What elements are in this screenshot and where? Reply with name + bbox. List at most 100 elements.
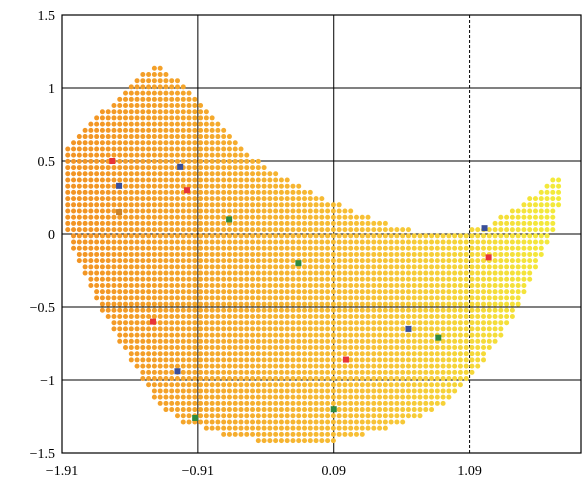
fill-dot bbox=[174, 307, 180, 313]
fill-dot bbox=[353, 413, 359, 419]
fill-dot bbox=[250, 158, 256, 164]
fill-dot bbox=[128, 251, 134, 257]
fill-dot bbox=[330, 382, 336, 388]
fill-dot bbox=[261, 220, 267, 226]
fill-dot bbox=[307, 363, 313, 369]
fill-dot bbox=[82, 227, 88, 233]
y-tick-labels: −1.5−1−0.500.511.5 bbox=[30, 9, 55, 462]
fill-dot bbox=[394, 282, 400, 288]
fill-dot bbox=[400, 264, 406, 270]
fill-dot bbox=[215, 158, 221, 164]
fill-dot bbox=[325, 413, 331, 419]
fill-dot bbox=[394, 239, 400, 245]
fill-dot bbox=[105, 307, 111, 313]
fill-dot bbox=[469, 270, 475, 276]
fill-dot bbox=[521, 227, 527, 233]
fill-dot bbox=[429, 382, 435, 388]
fill-dot bbox=[388, 258, 394, 264]
fill-dot bbox=[434, 400, 440, 406]
fill-dot bbox=[186, 134, 192, 140]
fill-dot bbox=[157, 369, 163, 375]
fill-dot bbox=[267, 388, 273, 394]
fill-dot bbox=[192, 183, 198, 189]
fill-dot bbox=[244, 301, 250, 307]
fill-dot bbox=[215, 152, 221, 158]
fill-dot bbox=[273, 326, 279, 332]
fill-dot bbox=[198, 196, 204, 202]
fill-dot bbox=[296, 394, 302, 400]
fill-dot bbox=[504, 264, 510, 270]
fill-dot bbox=[434, 276, 440, 282]
fill-dot bbox=[400, 227, 406, 233]
fill-dot bbox=[123, 326, 129, 332]
fill-dot bbox=[365, 276, 371, 282]
highlight-points bbox=[109, 158, 492, 421]
fill-dot bbox=[215, 301, 221, 307]
fill-dot bbox=[353, 419, 359, 425]
fill-dot bbox=[226, 419, 232, 425]
fill-dot bbox=[157, 103, 163, 109]
fill-dot bbox=[377, 301, 383, 307]
fill-dot bbox=[267, 313, 273, 319]
fill-dot bbox=[342, 413, 348, 419]
fill-dot bbox=[82, 239, 88, 245]
fill-dot bbox=[377, 369, 383, 375]
fill-dot bbox=[423, 264, 429, 270]
fill-dot bbox=[232, 369, 238, 375]
y-tick-label: −1 bbox=[40, 374, 55, 389]
fill-dot bbox=[198, 115, 204, 121]
fill-dot bbox=[180, 332, 186, 338]
fill-dot bbox=[221, 326, 227, 332]
fill-dot bbox=[250, 196, 256, 202]
fill-dot bbox=[186, 152, 192, 158]
fill-dot bbox=[423, 363, 429, 369]
fill-dot bbox=[203, 134, 209, 140]
fill-dot bbox=[359, 326, 365, 332]
fill-dot bbox=[550, 202, 556, 208]
data-point bbox=[481, 225, 488, 232]
fill-dot bbox=[434, 307, 440, 313]
fill-dot bbox=[417, 388, 423, 394]
fill-dot bbox=[267, 369, 273, 375]
fill-dot bbox=[180, 282, 186, 288]
fill-dot bbox=[94, 121, 100, 127]
fill-dot bbox=[336, 376, 342, 382]
fill-dot bbox=[382, 227, 388, 233]
fill-dot bbox=[481, 239, 487, 245]
fill-dot bbox=[71, 245, 77, 251]
fill-dot bbox=[163, 270, 169, 276]
fill-dot bbox=[342, 289, 348, 295]
fill-dot bbox=[302, 245, 308, 251]
fill-dot bbox=[163, 264, 169, 270]
fill-dot bbox=[94, 208, 100, 214]
fill-dot bbox=[128, 103, 134, 109]
fill-dot bbox=[411, 332, 417, 338]
fill-dot bbox=[250, 239, 256, 245]
fill-dot bbox=[446, 369, 452, 375]
fill-dot bbox=[192, 109, 198, 115]
fill-dot bbox=[371, 289, 377, 295]
fill-dot bbox=[371, 239, 377, 245]
fill-dot bbox=[319, 320, 325, 326]
fill-dot bbox=[457, 276, 463, 282]
fill-dot bbox=[180, 326, 186, 332]
fill-dot bbox=[261, 264, 267, 270]
fill-dot bbox=[146, 326, 152, 332]
fill-dot bbox=[417, 394, 423, 400]
fill-dot bbox=[394, 295, 400, 301]
fill-dot bbox=[99, 202, 105, 208]
fill-dot bbox=[250, 413, 256, 419]
fill-dot bbox=[313, 394, 319, 400]
fill-dot bbox=[313, 345, 319, 351]
fill-dot bbox=[88, 270, 94, 276]
fill-dot bbox=[481, 295, 487, 301]
fill-dot bbox=[88, 245, 94, 251]
fill-dot bbox=[371, 351, 377, 357]
fill-dot bbox=[163, 363, 169, 369]
fill-dot bbox=[134, 251, 140, 257]
fill-dot bbox=[307, 245, 313, 251]
fill-dot bbox=[198, 351, 204, 357]
fill-dot bbox=[353, 251, 359, 257]
fill-dot bbox=[313, 307, 319, 313]
fill-dot bbox=[440, 307, 446, 313]
